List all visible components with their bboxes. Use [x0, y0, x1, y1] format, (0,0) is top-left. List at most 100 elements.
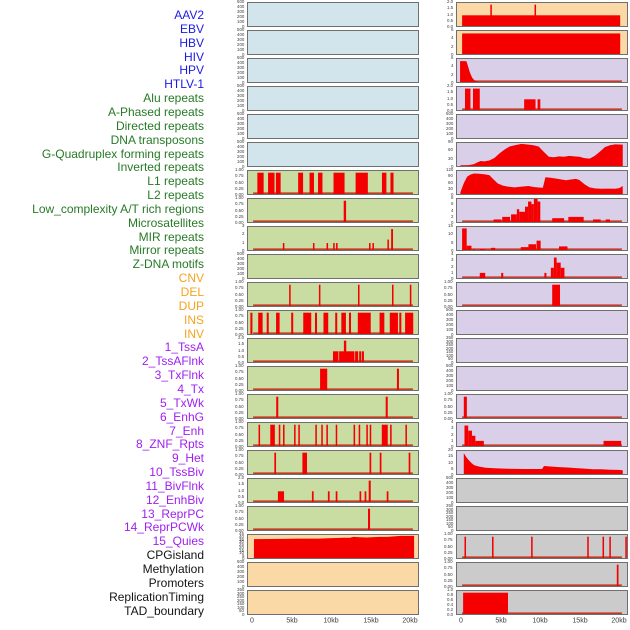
y-tick-label: 200: [236, 42, 244, 48]
y-tick-label: 200: [445, 378, 453, 384]
y-tick-label: 300: [445, 338, 453, 344]
y-tick-label: 0.25: [235, 214, 244, 219]
track-label-directed-repeats: Directed repeats: [115, 118, 204, 133]
y-tick-label: 0: [450, 500, 453, 506]
y-axis-ticks-ebv: 500 400 300 200 100 0: [219, 28, 245, 57]
y-tick-label: 0.5: [446, 18, 453, 23]
y-tick-label: 2: [241, 231, 244, 237]
y-axis-ticks-hbv: 500 400 300 200 100 0: [219, 55, 245, 85]
y-tick-label: 300: [445, 373, 453, 379]
y-tick-label: 0.75: [235, 173, 244, 179]
y-tick-label: 45: [239, 531, 244, 537]
y-tick-label: 50: [239, 608, 244, 614]
x-axis-tick-label-left: 5kb: [286, 616, 298, 625]
track-data-graphic: [253, 229, 413, 250]
y-tick-label: 300: [236, 261, 244, 267]
y-tick-label: 0: [241, 136, 244, 142]
track-panel-alu-repeats: [247, 170, 419, 195]
track-data-graphic: [253, 424, 413, 446]
track-label-replicationtiming: ReplicationTiming: [109, 589, 204, 604]
y-tick-label: 0.50: [235, 515, 244, 521]
y-tick-label: 100: [236, 605, 244, 611]
y-tick-label: 0: [241, 276, 244, 282]
y-axis-ticks-replicationtiming: 1.00 0.75 0.50 0.25 0.00: [428, 559, 454, 590]
y-tick-label: 0.50: [235, 459, 244, 465]
track-label-13-reprpc: 13_ReprPC: [141, 506, 204, 521]
y-tick-label: 400: [445, 116, 453, 122]
y-tick-label: 0.75: [235, 285, 244, 291]
y-axis-ticks-aav2: 500 400 300 200 100 0: [219, 0, 245, 29]
y-tick-label: 20: [239, 545, 244, 551]
y-tick-label: 90: [448, 139, 453, 145]
y-tick-label: 0.25: [235, 298, 244, 303]
track-panel-ebv: [247, 30, 419, 55]
y-tick-label: 0.00: [235, 304, 244, 310]
track-label-mirror-repeats: Mirror repeats: [129, 243, 204, 258]
track-label-z-dna-motifs: Z-DNA motifs: [132, 257, 204, 272]
y-tick-label: 0.0: [446, 612, 453, 618]
y-tick-label: 0.00: [444, 584, 453, 590]
track-label-14-reprpcwk: 14_ReprPCWk: [123, 520, 204, 535]
y-tick-label: 300: [236, 149, 244, 155]
y-tick-label: 1.5: [446, 5, 453, 11]
track-label-15-quies: 15_Quies: [152, 534, 204, 549]
y-tick-label: 0.75: [235, 453, 244, 459]
track-data-graphic: [248, 591, 418, 614]
track-panel-inv: [456, 30, 628, 55]
track-data-graphic: [253, 172, 413, 194]
track-panel-aav2: [247, 2, 419, 27]
track-panel-6-enhg: [456, 198, 628, 223]
y-axis-ticks-cnv: 45 40 35 30 25 20 15 10 5 0: [219, 531, 245, 561]
track-panel-5-txwk: [456, 170, 628, 195]
y-tick-label: 0.00: [235, 416, 244, 422]
track-data-graphic: [460, 173, 623, 194]
track-data-graphic: [248, 255, 418, 278]
y-tick-label: 400: [236, 144, 244, 150]
y-tick-label: 100: [236, 271, 244, 277]
y-tick-label: 1.00: [444, 559, 453, 565]
y-tick-label: 100: [236, 103, 244, 109]
y-tick-label: 0.75: [235, 201, 244, 207]
track-panel-7-enh: [456, 226, 628, 251]
track-label-hpv: HPV: [179, 63, 204, 78]
track-label-7-enh: 7_Enh: [169, 423, 204, 438]
track-data-graphic: [460, 61, 622, 82]
y-tick-label: 0: [450, 248, 453, 254]
y-tick-label: 0.50: [444, 543, 453, 549]
y-tick-label: 20: [448, 447, 453, 453]
x-axis-tick-label-left: 20kb: [402, 616, 419, 625]
y-tick-label: 200: [445, 513, 453, 519]
y-tick-label: 5: [450, 239, 453, 245]
y-tick-label: 0.00: [235, 220, 244, 226]
y-tick-label: 300: [236, 65, 244, 71]
y-tick-label: 0.00: [235, 192, 244, 198]
y-tick-label: 0.0: [237, 500, 244, 506]
y-tick-label: 0.75: [235, 369, 244, 375]
track-data-graphic: [248, 143, 418, 166]
y-tick-label: 500: [236, 111, 244, 117]
y-tick-label: 0.25: [235, 522, 244, 527]
y-tick-label: 0.00: [235, 528, 244, 534]
track-panel-cnv: [247, 534, 419, 559]
y-tick-label: 1.00: [235, 363, 244, 369]
y-tick-label: 1: [450, 270, 453, 275]
y-tick-label: 500: [236, 55, 244, 61]
y-tick-label: 400: [236, 256, 244, 262]
y-tick-label: 4: [450, 251, 453, 257]
track-data-graphic: [253, 340, 413, 362]
track-label-cpgisland: CPGisland: [146, 548, 204, 563]
track-label-ebv: EBV: [179, 21, 204, 36]
y-tick-label: 1.5: [237, 341, 244, 347]
y-tick-label: 0.0: [446, 24, 453, 30]
y-tick-label: 150: [236, 601, 244, 607]
track-panel-low-complexity-a-t-rich-regions: [247, 394, 419, 419]
y-tick-label: 100: [445, 495, 453, 501]
y-tick-label: 4: [450, 35, 453, 41]
track-data-graphic: [253, 535, 415, 558]
y-tick-label: 0.25: [444, 298, 453, 303]
y-tick-label: 200: [445, 345, 453, 351]
y-tick-label: 300: [236, 93, 244, 99]
y-tick-label: 400: [236, 4, 244, 10]
y-tick-label: 10: [239, 550, 244, 556]
